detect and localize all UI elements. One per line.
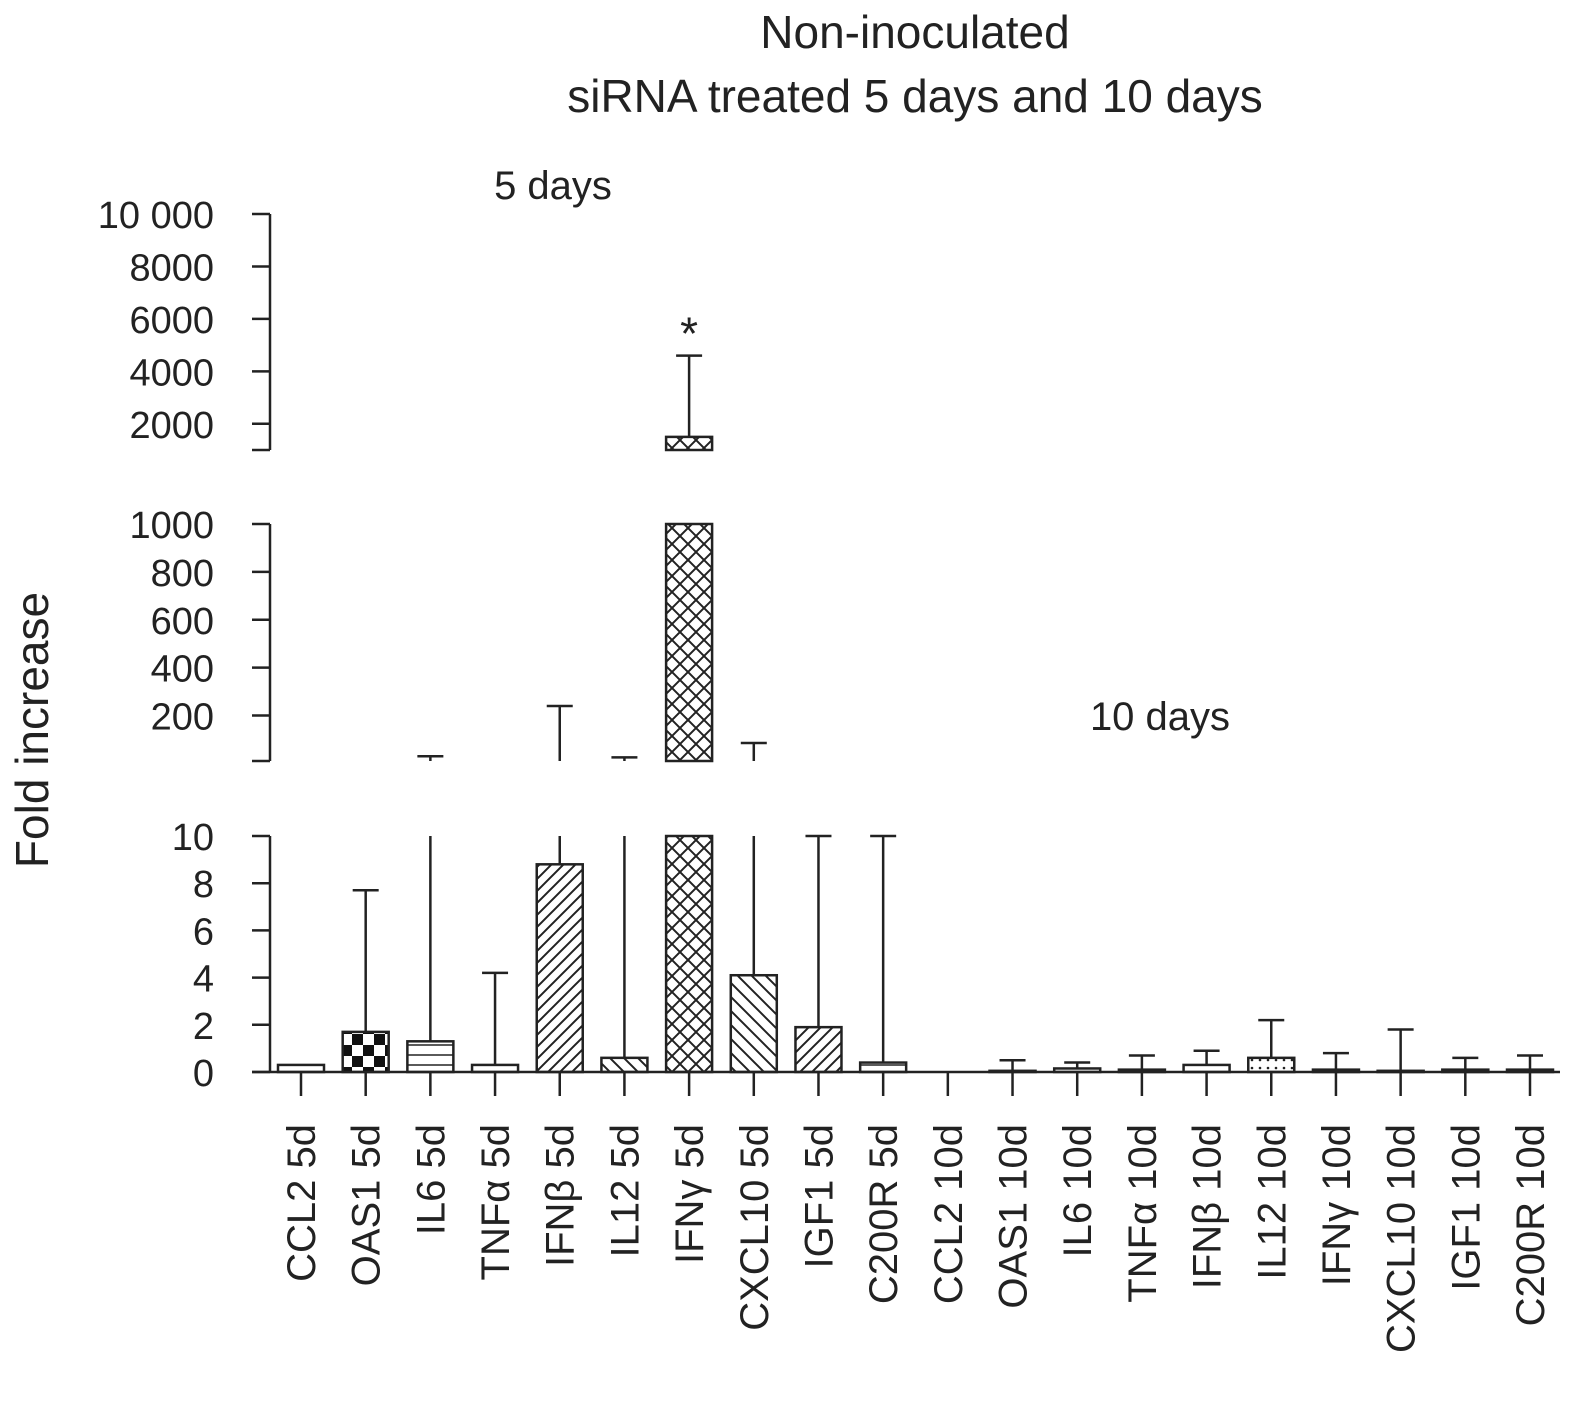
x-tick-labels: CCL2 5d OAS1 5d IL6 5d TNFα 5d IFNβ 5d IL12 5…: [280, 1124, 1553, 1353]
group-label-10-days: 10 days: [1090, 695, 1230, 739]
bar: [1505, 1068, 1555, 1074]
x-tick-label: IGF1 10d: [1444, 1124, 1488, 1291]
bar: [1117, 1068, 1167, 1074]
y-tick-label: 600: [151, 601, 214, 643]
x-tick-label: IFNγ 10d: [1315, 1124, 1359, 1286]
y-tick-label: 2: [193, 1006, 214, 1048]
y-tick-label: 200: [151, 697, 214, 739]
y-tick-label: 6000: [129, 300, 214, 342]
x-tick-label: IL6 5d: [409, 1124, 453, 1235]
x-tick-label: CXCL10 10d: [1380, 1124, 1424, 1353]
x-tick-label: OAS1 5d: [345, 1124, 389, 1286]
x-tick-label: CCL2 10d: [927, 1124, 971, 1304]
y-tick-label: 6: [193, 911, 214, 953]
x-tick-label: CCL2 5d: [280, 1124, 324, 1282]
y-tick-label: 2000: [129, 405, 214, 447]
significance-star: *: [680, 308, 698, 360]
bar: [600, 1056, 649, 1074]
bar: [1052, 1067, 1102, 1074]
x-tick-label: OAS1 10d: [992, 1124, 1036, 1309]
y-axis-label: Fold increase: [6, 592, 58, 868]
y-tick-label: 400: [151, 649, 214, 691]
x-tick-label: TNFα 10d: [1121, 1124, 1165, 1303]
bar: [535, 863, 584, 1074]
x-tick-label: CXCL10 5d: [733, 1124, 777, 1331]
bar: [794, 1025, 843, 1074]
y-tick-label: 4: [193, 959, 214, 1001]
y-tick-label: 10 000: [98, 195, 214, 237]
y-tick-label: 0: [193, 1053, 214, 1095]
y-tick-label: 4000: [129, 352, 214, 394]
x-tick-label: C200R 5d: [862, 1124, 906, 1304]
bar: [664, 834, 714, 1074]
bars: *: [276, 308, 1555, 1074]
bar: [1311, 1068, 1361, 1074]
bar: [1247, 1056, 1296, 1074]
y-tick-label: 8000: [129, 247, 214, 289]
x-tick-label: IL12 5d: [603, 1124, 647, 1257]
x-tick-label: TNFα 5d: [474, 1124, 518, 1280]
group-label-5-days: 5 days: [494, 164, 612, 208]
y-tick-label: 10: [172, 817, 214, 859]
y-tick-label: 800: [151, 553, 214, 595]
chart-title: Non-inoculated: [760, 6, 1069, 58]
x-tick-label: IGF1 5d: [797, 1124, 841, 1269]
y-axis: 0 2 4 6 8 10 200 400 600 800 1000 2000 4000 6000 8000 1…: [98, 195, 1560, 1096]
bar: [276, 1063, 326, 1074]
bar: [988, 1069, 1037, 1074]
bar: [1441, 1068, 1490, 1074]
bar: [1182, 1063, 1231, 1074]
x-tick-label: IFNγ 5d: [668, 1124, 712, 1264]
bar: [1376, 1069, 1425, 1074]
chart-subtitle: siRNA treated 5 days and 10 days: [567, 70, 1263, 122]
y-tick-label: 1000: [129, 505, 214, 547]
bar: [341, 1030, 390, 1074]
y-tick-label: 8: [193, 864, 214, 906]
x-tick-label: IL12 10d: [1250, 1124, 1294, 1280]
bar: [729, 973, 779, 1074]
x-tick-label: IL6 10d: [1056, 1124, 1100, 1257]
bar: [664, 435, 714, 452]
x-tick-label: IFNβ 5d: [539, 1124, 583, 1267]
x-tick-label: C200R 10d: [1509, 1124, 1553, 1326]
bar: [858, 1061, 908, 1074]
bar: [470, 1063, 520, 1074]
bar: [664, 522, 714, 763]
bar: [406, 1040, 455, 1074]
x-tick-label: IFNβ 10d: [1186, 1124, 1230, 1289]
